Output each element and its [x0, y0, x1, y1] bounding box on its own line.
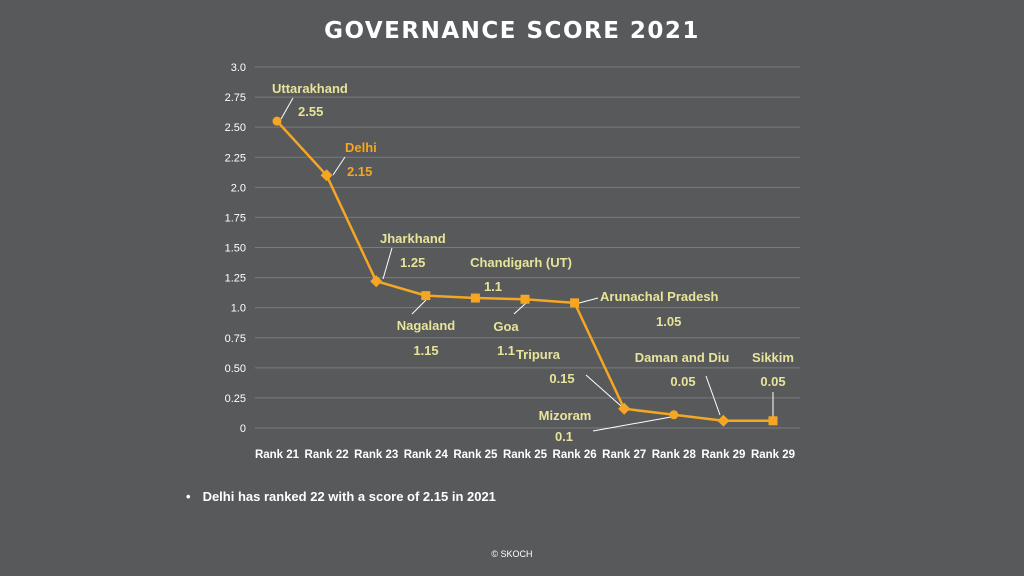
- leader-line: [382, 247, 393, 280]
- x-tick-label: Rank 27: [602, 449, 646, 461]
- leader-line: [592, 416, 672, 432]
- data-label-name: Sikkim: [752, 350, 794, 365]
- x-tick-label: Rank 25: [503, 449, 548, 461]
- y-axis-ticks: 0 0.25 0.50 0.75 1.0 1.25 1.50 1.75 2.0 2.25 2.50 2…: [225, 62, 246, 435]
- data-label-value: 1.15: [413, 343, 438, 358]
- y-tick-label: 2.25: [225, 152, 246, 164]
- summary-text: Delhi has ranked 22 with a score of 2.15…: [202, 489, 496, 504]
- x-tick-label: Rank 25: [453, 449, 498, 461]
- data-label-value: 0.05: [760, 374, 785, 389]
- data-label-name: Daman and Diu: [635, 350, 730, 365]
- x-tick-label: Rank 28: [652, 449, 697, 461]
- leader-line: [578, 297, 599, 304]
- data-point: [370, 275, 383, 288]
- data-point: [717, 414, 730, 427]
- data-label-name: Jharkhand: [380, 231, 446, 246]
- y-tick-label: 3.0: [231, 62, 246, 74]
- x-tick-label: Rank 29: [701, 449, 745, 461]
- data-label-name: Nagaland: [397, 318, 456, 333]
- leader-line: [280, 97, 294, 120]
- x-tick-label: Rank 29: [751, 449, 795, 461]
- leader-line: [705, 375, 721, 416]
- data-label-name: Goa: [493, 319, 519, 334]
- data-label-value: 2.15: [347, 164, 372, 179]
- data-label-value: 1.1: [497, 343, 515, 358]
- y-tick-label: 0.75: [225, 333, 246, 345]
- leader-line: [585, 374, 622, 407]
- data-point: [768, 416, 778, 426]
- data-label-name: Mizoram: [539, 408, 592, 423]
- bullet-dot: •: [186, 489, 191, 504]
- y-tick-label: 1.25: [225, 273, 246, 285]
- y-tick-label: 1.50: [225, 243, 246, 255]
- data-label-name: Uttarakhand: [272, 81, 348, 96]
- data-point: [470, 293, 480, 303]
- data-point: [618, 402, 631, 415]
- data-label-name: Chandigarh (UT): [470, 255, 572, 270]
- data-label-value: 2.55: [298, 104, 323, 119]
- y-tick-label: 0.25: [225, 393, 246, 405]
- data-label-value: 0.05: [670, 374, 695, 389]
- chart-title: GOVERNANCE SCORE 2021: [324, 18, 700, 44]
- x-tick-label: Rank 24: [404, 449, 449, 461]
- x-tick-label: Rank 26: [553, 449, 597, 461]
- x-tick-label: Rank 22: [305, 449, 349, 461]
- data-point: [570, 298, 580, 308]
- y-tick-label: 0: [240, 423, 246, 435]
- x-tick-label: Rank 23: [354, 449, 398, 461]
- annotation-labels: Uttarakhand 2.55 Delhi 2.15 Jharkhand 1.25 Nag…: [272, 81, 794, 444]
- annotation-leaders: [280, 97, 774, 432]
- y-tick-label: 0.50: [225, 363, 246, 375]
- data-point: [272, 116, 282, 126]
- x-tick-label: Rank 21: [255, 449, 300, 461]
- data-label-value: 1.05: [656, 314, 681, 329]
- y-tick-label: 1.0: [231, 303, 246, 315]
- data-label-value: 0.15: [549, 371, 574, 386]
- y-tick-label: 2.75: [225, 92, 246, 104]
- data-point: [520, 294, 530, 304]
- leader-line: [513, 302, 527, 315]
- data-point: [320, 169, 333, 182]
- copyright-footer: © SKOCH: [491, 549, 533, 559]
- gridlines: [255, 66, 800, 429]
- leader-line: [332, 156, 346, 176]
- summary-bullet: • Delhi has ranked 22 with a score of 2.1…: [186, 489, 496, 504]
- data-label-value: 1.25: [400, 255, 425, 270]
- y-tick-label: 2.0: [231, 182, 246, 194]
- data-point: [669, 410, 679, 420]
- x-axis-ticks: Rank 21 Rank 22 Rank 23 Rank 24 Rank 25 Rank …: [255, 449, 795, 461]
- y-tick-label: 1.75: [225, 212, 246, 224]
- data-label-name: Delhi: [345, 140, 377, 155]
- data-label-value: 1.1: [484, 279, 502, 294]
- leader-line: [411, 299, 427, 315]
- y-tick-label: 2.50: [225, 122, 246, 134]
- data-label-value: 0.1: [555, 429, 573, 444]
- data-point: [421, 291, 431, 301]
- series-markers: [272, 116, 778, 427]
- data-label-name: Tripura: [516, 347, 561, 362]
- data-label-name: Arunachal Pradesh: [600, 289, 719, 304]
